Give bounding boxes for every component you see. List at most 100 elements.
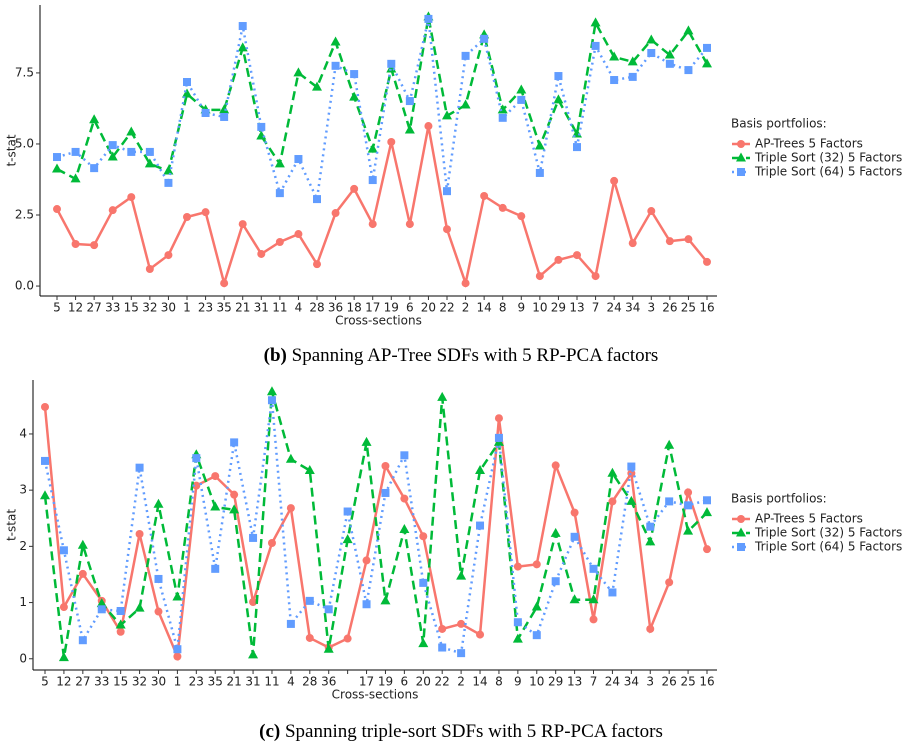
x-tick-label: 23 (198, 301, 213, 315)
x-tick-label: 36 (328, 301, 343, 315)
point (626, 495, 637, 505)
y-tick-label: 3 (19, 483, 27, 497)
point (238, 220, 247, 229)
x-tick-label: 29 (551, 301, 566, 315)
point (294, 155, 303, 164)
point (665, 59, 674, 68)
x-tick-label: 17 (359, 675, 374, 689)
point (304, 464, 315, 474)
point (553, 94, 564, 104)
y-axis-title: t-stat (5, 134, 19, 166)
point (569, 594, 580, 604)
x-tick-label: 7 (590, 675, 598, 689)
point (108, 206, 117, 215)
point (97, 605, 106, 614)
point (248, 649, 259, 659)
point (381, 488, 390, 497)
point (703, 43, 711, 52)
point (610, 176, 619, 185)
point (267, 538, 276, 547)
x-tick-label: 15 (124, 301, 139, 315)
point (257, 122, 266, 131)
x-tick-label: 26 (662, 301, 677, 315)
x-tick-label: 25 (681, 301, 696, 315)
point (535, 168, 544, 177)
point (736, 152, 746, 162)
x-tick-label: 14 (477, 301, 492, 315)
point (664, 439, 675, 449)
point (438, 624, 447, 633)
point (192, 481, 201, 490)
point (78, 569, 87, 578)
point (387, 137, 396, 146)
x-tick-label: 35 (217, 301, 232, 315)
point (257, 249, 266, 258)
point (172, 591, 183, 601)
x-tick-label: 13 (569, 301, 584, 315)
point (456, 570, 467, 580)
point (71, 147, 80, 156)
point (665, 497, 674, 506)
point (330, 36, 341, 46)
point (220, 112, 229, 121)
legend-label: Triple Sort (32) 5 Factors (754, 526, 902, 540)
point (531, 601, 542, 611)
x-tick-label: 19 (384, 301, 399, 315)
point (331, 209, 340, 218)
x-tick-label: 5 (41, 675, 49, 689)
x-tick-label: 35 (208, 675, 223, 689)
x-tick-label: 3 (646, 675, 654, 689)
x-tick-label: 8 (495, 675, 503, 689)
point (437, 391, 448, 401)
point (343, 634, 352, 643)
point (424, 14, 433, 23)
x-tick-label: 13 (567, 675, 582, 689)
point (220, 279, 229, 288)
point (275, 189, 284, 198)
point (443, 187, 451, 196)
y-tick-label: 0 (19, 651, 27, 665)
point (532, 560, 541, 569)
x-tick-label: 15 (113, 675, 128, 689)
caption-text: Spanning AP-Tree SDFs with 5 RP-PCA fact… (292, 345, 659, 366)
point (294, 230, 303, 239)
point (256, 130, 267, 140)
x-tick-label: 23 (189, 675, 204, 689)
x-tick-label: 21 (235, 301, 250, 315)
point (153, 498, 164, 508)
point (591, 41, 600, 50)
caption: (c) Spanning triple-sort SDFs with 5 RP-… (259, 721, 663, 742)
point (116, 606, 125, 615)
legend-label: Triple Sort (64) 5 Factors (754, 165, 902, 179)
x-tick-label: 22 (439, 301, 454, 315)
point (361, 436, 372, 446)
point (134, 602, 145, 612)
x-tick-label: 7 (592, 301, 600, 315)
point (350, 70, 359, 79)
point (590, 17, 601, 27)
point (737, 515, 745, 523)
point (475, 464, 486, 474)
point (387, 59, 396, 68)
x-tick-label: 34 (624, 675, 639, 689)
point (230, 438, 239, 447)
point (497, 104, 508, 114)
point (609, 51, 620, 61)
x-axis-title: Cross-sections (332, 688, 419, 702)
x-tick-label: 11 (272, 301, 287, 315)
x-tick-label: 14 (472, 675, 487, 689)
x-tick-label: 30 (161, 301, 176, 315)
x-tick-label: 33 (105, 301, 120, 315)
caption-text: Spanning triple-sort SDFs with 5 RP-PCA … (285, 721, 663, 742)
point (461, 51, 470, 60)
point (90, 241, 99, 250)
point (53, 153, 61, 162)
x-tick-label: 31 (254, 301, 269, 315)
point (517, 95, 526, 104)
x-tick-label: 17 (365, 301, 380, 315)
point (608, 497, 617, 506)
point (498, 113, 507, 122)
point (646, 624, 655, 633)
x-tick-label: 36 (321, 675, 336, 689)
